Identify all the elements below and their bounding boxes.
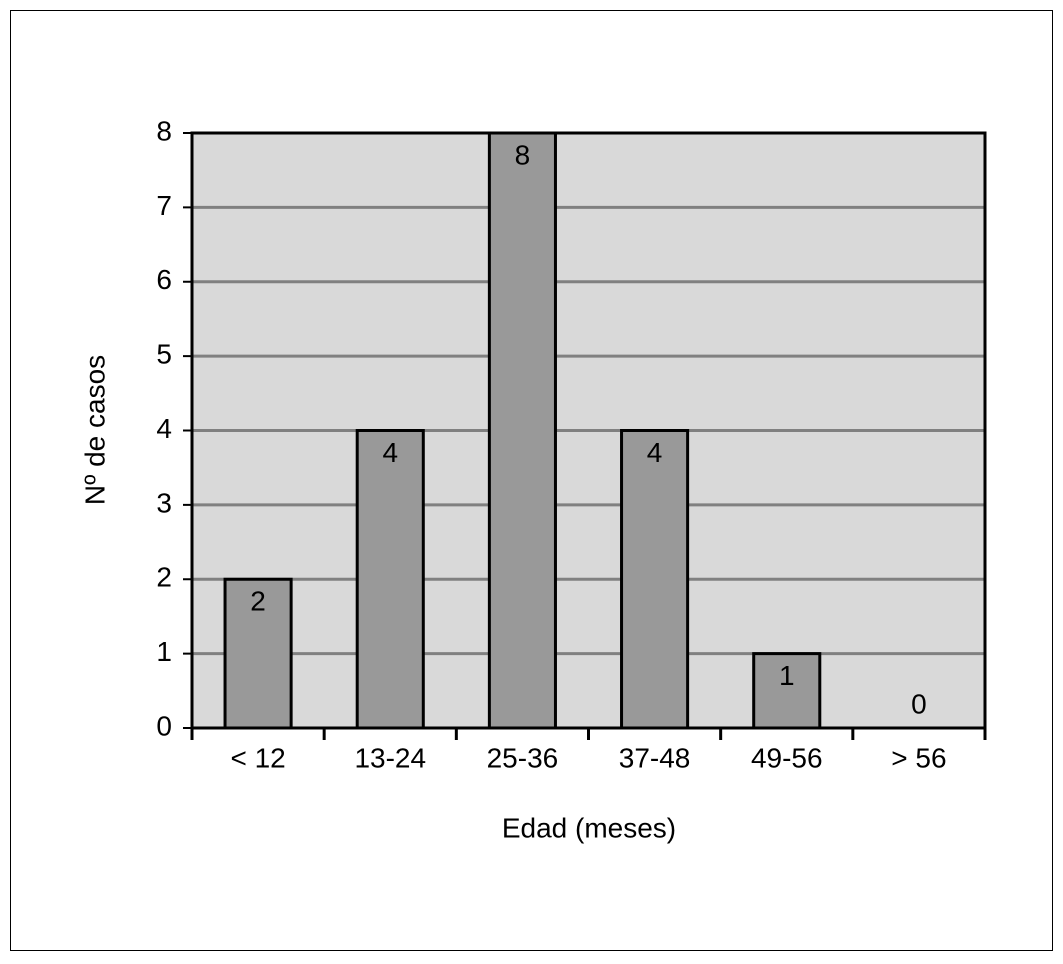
y-tick-label: 3 xyxy=(156,487,172,518)
x-tick-label: < 12 xyxy=(230,742,285,773)
bar xyxy=(620,429,690,730)
y-tick-label: 4 xyxy=(156,413,172,444)
x-axis-title: Edad (meses) xyxy=(502,812,676,843)
y-axis-title: Nº de casos xyxy=(79,355,110,505)
x-tick-label: 13-24 xyxy=(354,742,426,773)
y-tick-label: 2 xyxy=(156,562,172,593)
data-label: 8 xyxy=(515,139,531,170)
bar xyxy=(355,429,425,730)
y-tick-label: 1 xyxy=(156,636,172,667)
y-tick-label: 6 xyxy=(156,264,172,295)
y-tick-label: 5 xyxy=(156,339,172,370)
data-label: 4 xyxy=(647,437,663,468)
x-tick-label: 49-56 xyxy=(751,742,823,773)
y-tick-label: 0 xyxy=(156,710,172,741)
bar xyxy=(487,131,557,730)
x-tick-label: 25-36 xyxy=(487,742,559,773)
data-label: 2 xyxy=(250,586,266,617)
data-label: 4 xyxy=(382,437,398,468)
plot-border xyxy=(190,131,987,730)
bar xyxy=(752,652,822,730)
data-label: 1 xyxy=(779,660,795,691)
y-tick-label: 8 xyxy=(156,115,172,146)
data-label: 0 xyxy=(911,688,927,719)
x-tick-label: 37-48 xyxy=(619,742,691,773)
y-tick-label: 7 xyxy=(156,190,172,221)
x-tick-label: > 56 xyxy=(891,742,946,773)
